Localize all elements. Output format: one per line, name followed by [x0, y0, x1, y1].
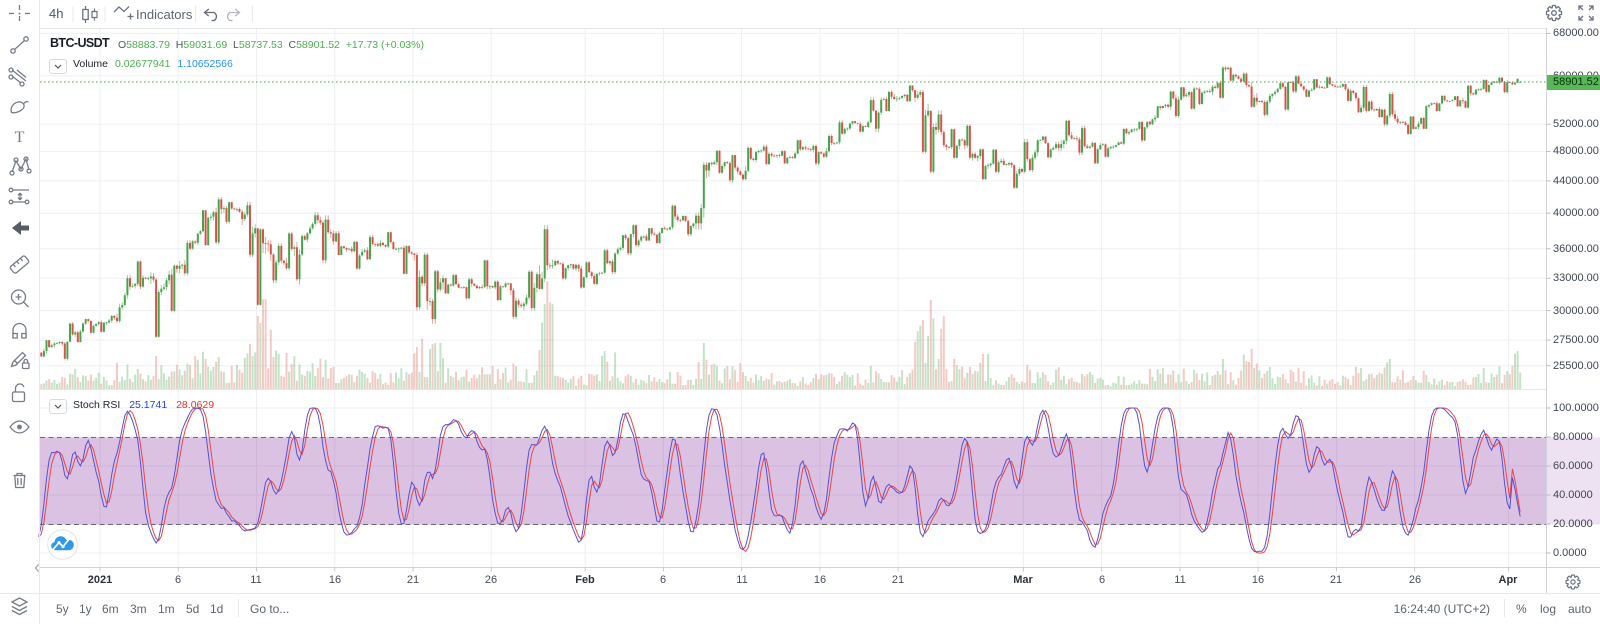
- svg-text:T: T: [15, 129, 25, 146]
